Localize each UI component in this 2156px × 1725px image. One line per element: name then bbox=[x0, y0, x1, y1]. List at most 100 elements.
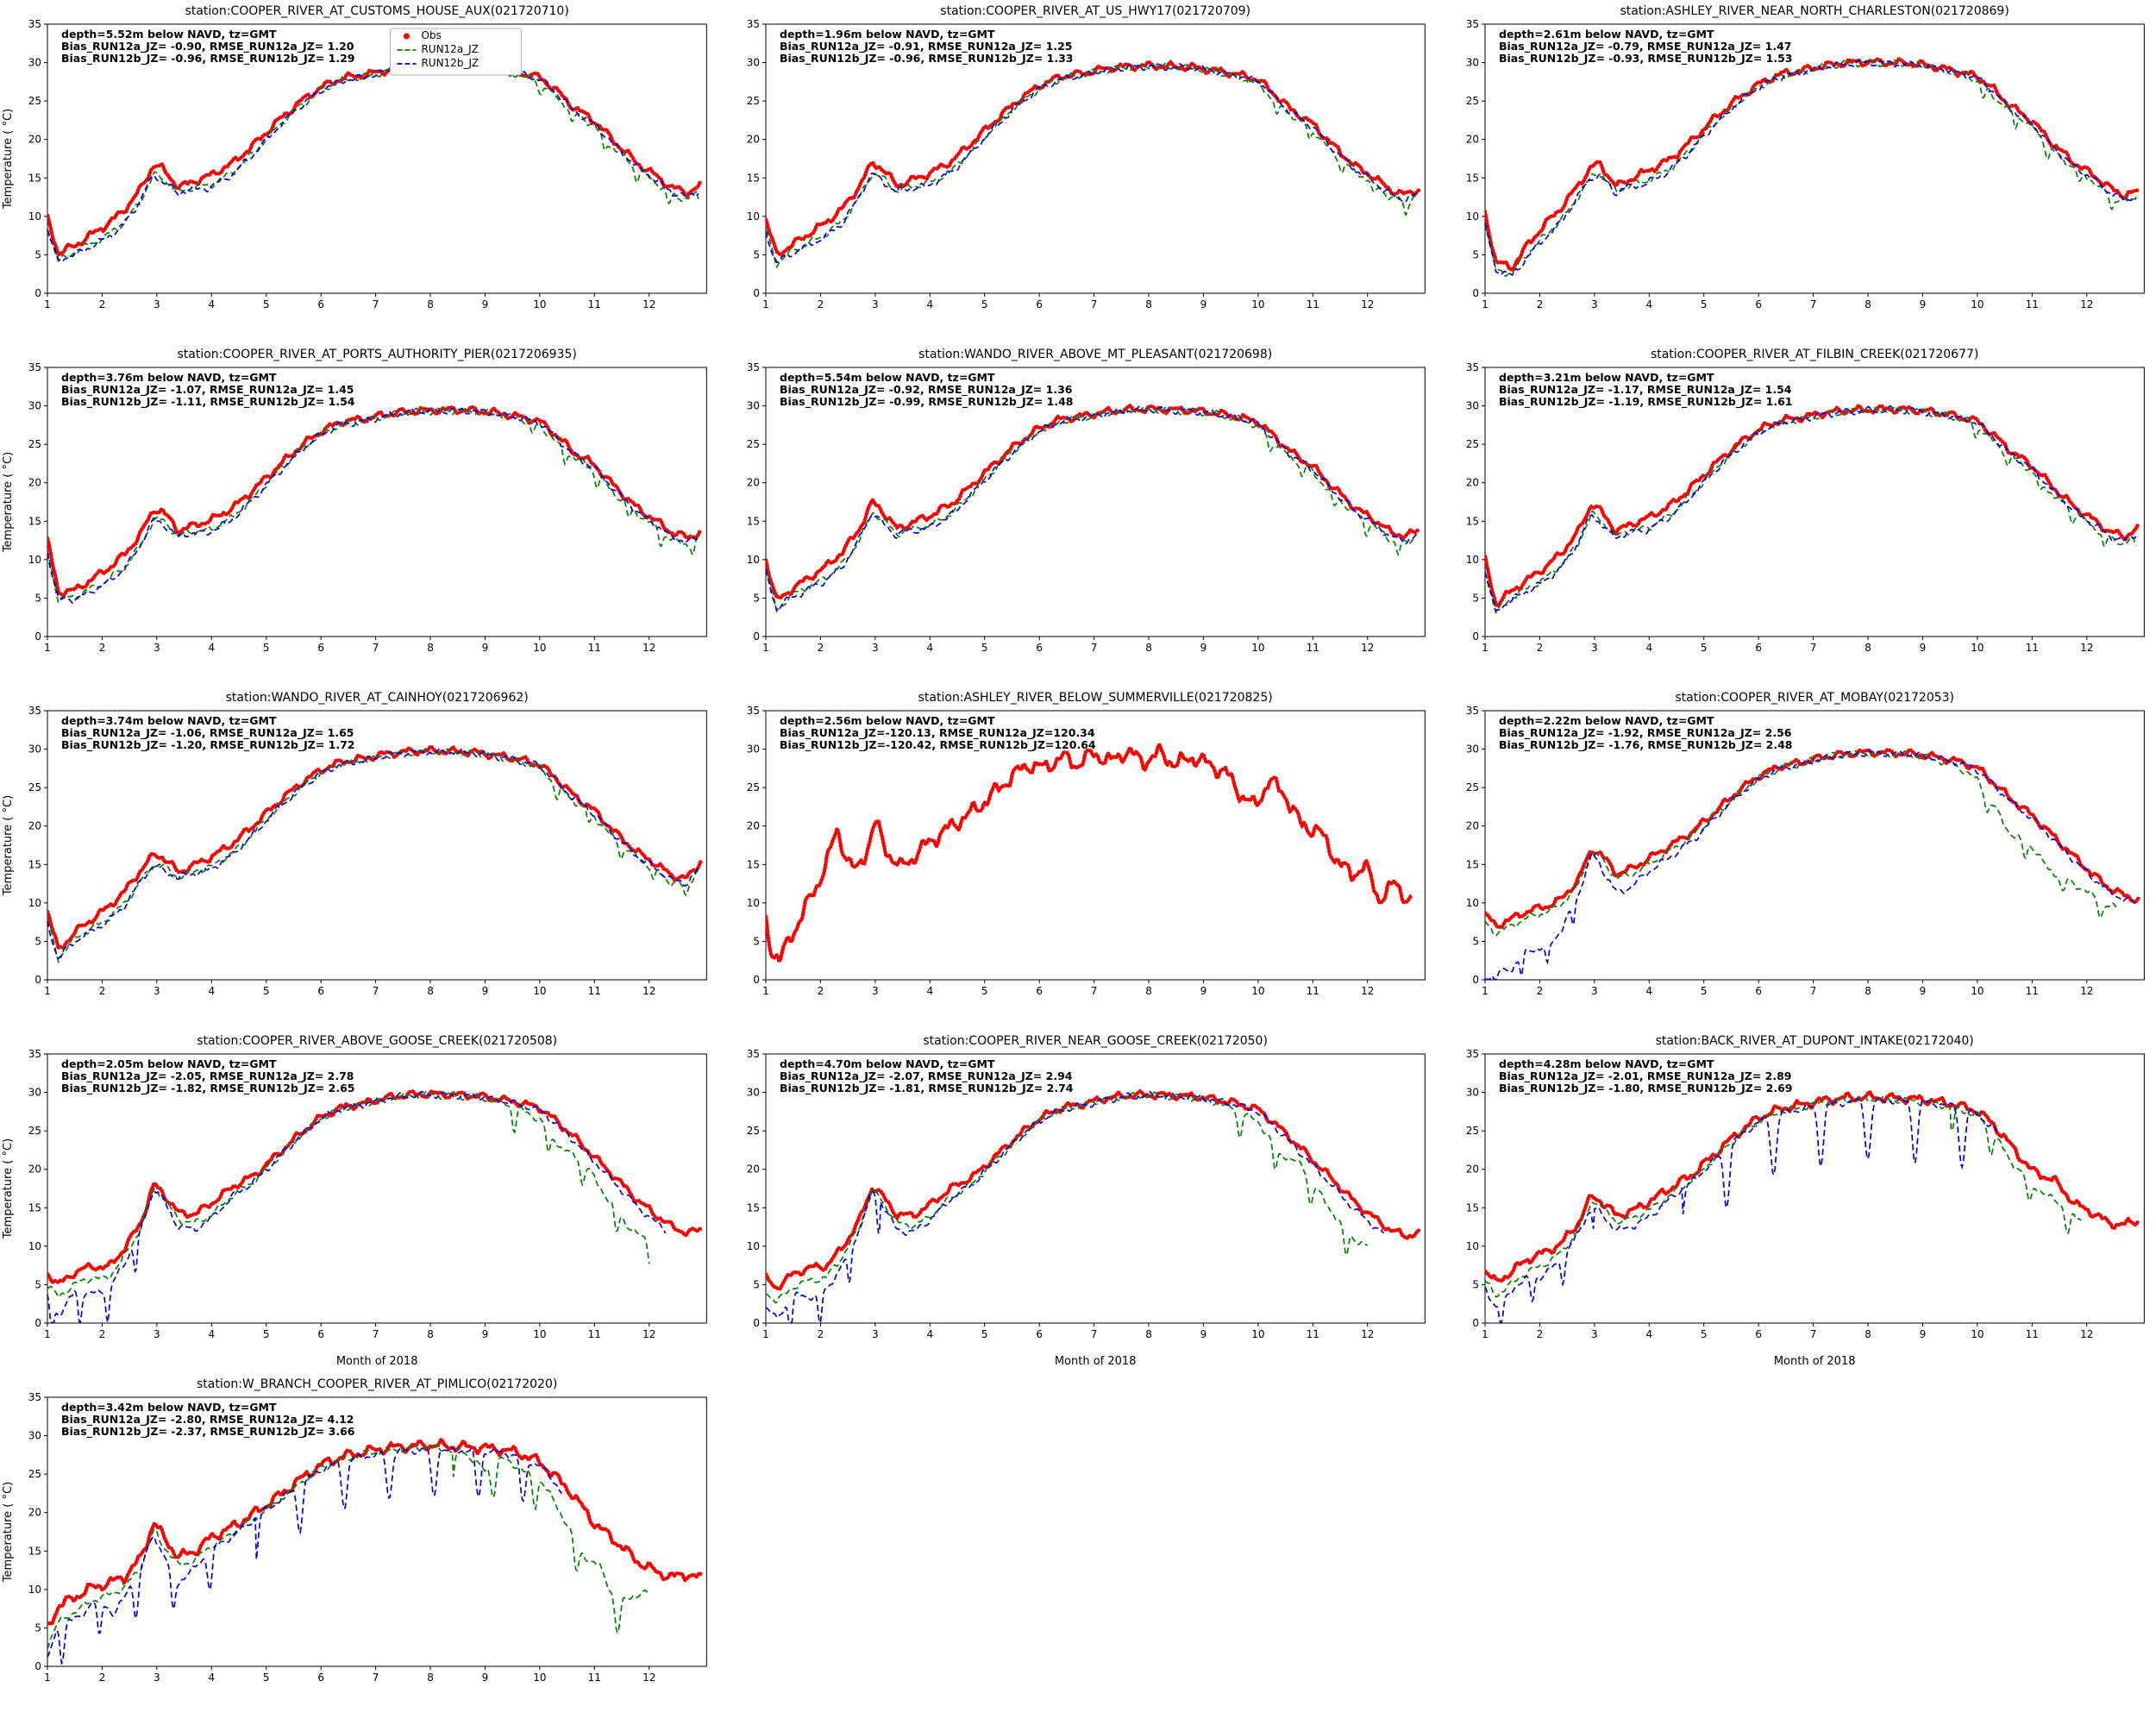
obs-series bbox=[47, 405, 703, 598]
x-tick-label: 9 bbox=[1200, 1328, 1207, 1340]
y-tick-label: 15 bbox=[28, 1201, 41, 1214]
y-tick-label: 15 bbox=[747, 858, 760, 870]
x-tick-label: 6 bbox=[317, 1672, 324, 1684]
y-tick-label: 25 bbox=[28, 95, 41, 107]
y-tick-label: 20 bbox=[1465, 820, 1478, 832]
x-tick-label: 9 bbox=[1200, 298, 1207, 310]
annotation-run12a: Bias_RUN12a_JZ= -0.92, RMSE_RUN12a_JZ= 1… bbox=[780, 383, 1073, 397]
x-tick-label: 4 bbox=[927, 642, 934, 654]
y-tick-label: 0 bbox=[34, 630, 41, 643]
x-tick-label: 2 bbox=[818, 642, 824, 654]
annotation: depth=3.42m below NAVD, tz=GMTBias_RUN12… bbox=[61, 1401, 355, 1439]
x-axis: 1 2 3 4 5 6 7 8 9 10 11 12 bbox=[1482, 1323, 2093, 1340]
obs-series bbox=[766, 1088, 1421, 1292]
y-tick-label: 35 bbox=[28, 361, 41, 373]
x-tick-label: 7 bbox=[1809, 1328, 1816, 1340]
y-tick-label: 30 bbox=[28, 400, 41, 412]
y-tick-label: 20 bbox=[747, 1164, 760, 1176]
x-tick-label: 4 bbox=[1645, 642, 1652, 654]
annotation: depth=4.70m below NAVD, tz=GMTBias_RUN12… bbox=[780, 1057, 1074, 1095]
x-tick-label: 8 bbox=[1865, 1328, 1871, 1340]
run12b-series bbox=[1484, 60, 2137, 276]
annotation-run12b: Bias_RUN12b_JZ=-120.42, RMSE_RUN12b_JZ=1… bbox=[780, 738, 1096, 752]
y-tick-label: 5 bbox=[1472, 1278, 1479, 1290]
x-tick-label: 1 bbox=[1482, 298, 1489, 310]
x-tick-label: 7 bbox=[373, 1328, 379, 1340]
annotation-run12b: Bias_RUN12b_JZ= -1.20, RMSE_RUN12b_JZ= 1… bbox=[61, 738, 355, 752]
x-tick-label: 9 bbox=[1919, 642, 1926, 654]
y-tick-label: 10 bbox=[747, 554, 760, 566]
x-tick-label: 8 bbox=[1146, 642, 1153, 654]
x-tick-label: 6 bbox=[1755, 298, 1762, 310]
legend: Obs RUN12a_JZ RUN12b_JZ bbox=[389, 28, 522, 76]
run12a-series bbox=[47, 747, 699, 963]
x-tick-label: 9 bbox=[1200, 985, 1207, 997]
subplot-title: station:ASHLEY_RIVER_NEAR_NORTH_CHARLEST… bbox=[1620, 4, 2009, 18]
subplot-title: station:COOPER_RIVER_AT_US_HWY17(0217207… bbox=[941, 4, 1251, 18]
obs-series bbox=[1484, 56, 2140, 272]
series-group bbox=[47, 405, 703, 605]
x-tick-label: 8 bbox=[1865, 642, 1871, 654]
y-tick-label: 0 bbox=[1472, 974, 1479, 986]
subplot-pimlico: 1 2 3 4 5 6 7 8 9 10 11 1205101520253035station:W_B… bbox=[2, 1377, 707, 1684]
y-tick-label: 5 bbox=[1472, 935, 1479, 947]
series-group bbox=[47, 1089, 703, 1323]
obs-series bbox=[1484, 1089, 2140, 1283]
x-axis-label: Month of 2018 bbox=[1774, 1355, 1856, 1368]
y-axis: 0 5 10 15 20 25 30 35 bbox=[747, 705, 767, 986]
y-tick-label: 5 bbox=[34, 248, 41, 260]
y-tick-label: 0 bbox=[754, 287, 761, 299]
annotation-run12b: Bias_RUN12b_JZ= -1.82, RMSE_RUN12b_JZ= 2… bbox=[61, 1082, 355, 1095]
y-tick-label: 0 bbox=[1472, 287, 1479, 299]
axes-frame bbox=[47, 710, 707, 981]
annotation: depth=4.28m below NAVD, tz=GMTBias_RUN12… bbox=[1499, 1057, 1793, 1095]
obs-series bbox=[47, 1436, 703, 1627]
annotation-run12b: Bias_RUN12b_JZ= -1.11, RMSE_RUN12b_JZ= 1… bbox=[61, 395, 355, 409]
x-tick-label: 10 bbox=[533, 642, 546, 654]
x-tick-label: 9 bbox=[1919, 1328, 1926, 1340]
y-axis-label: Temperature ( °C) bbox=[2, 109, 15, 210]
x-axis: 1 2 3 4 5 6 7 8 9 10 11 12 bbox=[763, 293, 1375, 310]
annotation-depth: depth=2.61m below NAVD, tz=GMT bbox=[1499, 28, 1714, 41]
subplot-ports-authority-pier: 1 2 3 4 5 6 7 8 9 10 11 1205101520253035station:COO… bbox=[2, 348, 707, 654]
run12a-series bbox=[47, 62, 699, 263]
y-axis: 0 5 10 15 20 25 30 35 bbox=[747, 18, 767, 299]
y-tick-label: 5 bbox=[1472, 248, 1479, 260]
x-tick-label: 12 bbox=[642, 1328, 655, 1340]
obs-series bbox=[766, 403, 1421, 600]
x-tick-label: 1 bbox=[763, 1328, 770, 1340]
x-tick-label: 9 bbox=[482, 642, 489, 654]
x-tick-label: 9 bbox=[482, 1672, 489, 1684]
subplot-dupont-intake: 1 2 3 4 5 6 7 8 9 10 11 1205101520253035station:BAC… bbox=[1465, 1034, 2145, 1368]
axes-frame bbox=[1484, 367, 2145, 637]
annotation-run12a: Bias_RUN12a_JZ= -0.90, RMSE_RUN12a_JZ= 1… bbox=[61, 40, 354, 53]
x-tick-label: 12 bbox=[1361, 985, 1374, 997]
x-tick-label: 2 bbox=[99, 642, 106, 654]
run12b-series bbox=[1484, 750, 2136, 980]
obs-series bbox=[766, 743, 1414, 964]
x-tick-label: 12 bbox=[1361, 642, 1374, 654]
series-group bbox=[766, 743, 1414, 964]
y-tick-label: 35 bbox=[747, 705, 760, 717]
x-tick-label: 9 bbox=[1200, 642, 1207, 654]
annotation-depth: depth=2.56m below NAVD, tz=GMT bbox=[780, 714, 995, 727]
y-tick-label: 5 bbox=[1472, 592, 1479, 604]
x-tick-label: 7 bbox=[373, 1672, 379, 1684]
axes-frame bbox=[765, 367, 1426, 637]
annotation-depth: depth=3.21m below NAVD, tz=GMT bbox=[1499, 371, 1714, 384]
annotation-depth: depth=3.76m below NAVD, tz=GMT bbox=[61, 371, 277, 384]
x-axis-label: Month of 2018 bbox=[336, 1355, 418, 1368]
y-tick-label: 15 bbox=[747, 515, 760, 527]
x-tick-label: 1 bbox=[44, 985, 51, 997]
x-tick-label: 7 bbox=[373, 298, 379, 310]
y-tick-label: 15 bbox=[747, 1201, 760, 1214]
run12a-series bbox=[1484, 59, 2136, 278]
y-tick-label: 10 bbox=[28, 554, 41, 566]
subplot-near-goose-creek: 1 2 3 4 5 6 7 8 9 10 11 1205101520253035station:COO… bbox=[747, 1034, 1426, 1368]
y-tick-label: 25 bbox=[28, 781, 41, 794]
y-axis: 0 5 10 15 20 25 30 35 bbox=[28, 1048, 47, 1329]
y-tick-label: 35 bbox=[28, 18, 41, 30]
x-tick-label: 10 bbox=[1252, 1328, 1265, 1340]
y-tick-label: 5 bbox=[754, 935, 761, 947]
